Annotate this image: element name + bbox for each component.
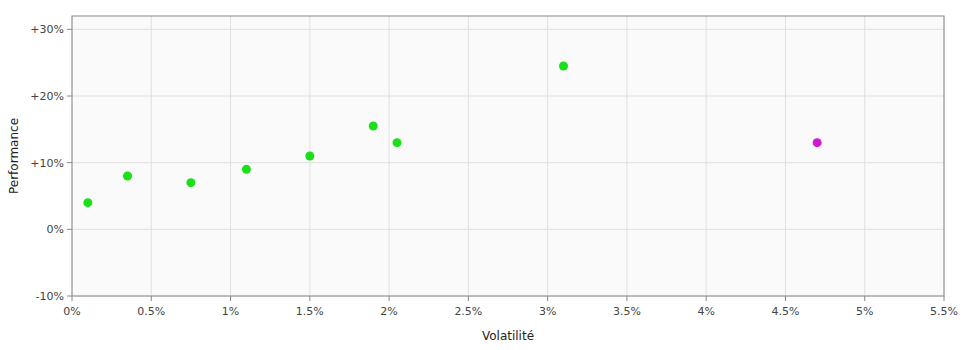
x-tick: [785, 296, 786, 301]
x-tick: [72, 296, 73, 301]
y-grid-line: [72, 162, 944, 163]
scatter-point: [813, 138, 822, 147]
series: [83, 62, 568, 208]
data-points: [83, 62, 821, 208]
x-tick: [151, 296, 152, 301]
y-grid-line: [72, 29, 944, 30]
x-tick: [468, 296, 469, 301]
y-tick: [67, 96, 72, 97]
scatter-point: [559, 62, 568, 71]
x-tick-label: 3%: [539, 305, 556, 318]
x-grid-line: [864, 16, 865, 296]
scatter-point: [123, 172, 132, 181]
x-tick-label: 5.5%: [930, 305, 958, 318]
x-grid-line: [626, 16, 627, 296]
x-grid-line: [468, 16, 469, 296]
series: [813, 138, 822, 147]
x-tick: [547, 296, 548, 301]
scatter-point: [186, 178, 195, 187]
scatter-point: [242, 165, 251, 174]
x-tick: [864, 296, 865, 301]
x-tick-label: 1.5%: [296, 305, 324, 318]
scatter-point: [83, 198, 92, 207]
axes: 0% 0.5% 1% 1.5% 2% 2.5% 3% 3.5% 4% 4.5% 5% 5.5% -10%…: [30, 16, 958, 318]
y-grid-line: [72, 96, 944, 97]
x-tick-label: 1%: [222, 305, 239, 318]
x-grid-line: [785, 16, 786, 296]
x-tick-label: 0.5%: [137, 305, 165, 318]
scatter-point: [393, 138, 402, 147]
plot-frame: [72, 16, 944, 296]
x-tick: [626, 296, 627, 301]
plot-area: [72, 16, 944, 296]
x-tick: [944, 296, 945, 301]
y-tick-label: +30%: [30, 23, 64, 36]
y-tick: [67, 162, 72, 163]
x-tick-label: 2%: [380, 305, 397, 318]
grid: [72, 16, 944, 296]
x-tick-label: 4.5%: [771, 305, 799, 318]
x-tick: [309, 296, 310, 301]
x-tick-label: 5%: [856, 305, 873, 318]
x-tick-label: 0%: [63, 305, 80, 318]
x-grid-line: [151, 16, 152, 296]
x-tick: [230, 296, 231, 301]
x-tick-label: 4%: [697, 305, 714, 318]
x-grid-line: [389, 16, 390, 296]
y-tick-label: +20%: [30, 90, 64, 103]
chart: 0% 0.5% 1% 1.5% 2% 2.5% 3% 3.5% 4% 4.5% 5% 5.5% -10%…: [0, 0, 966, 350]
y-grid-line: [72, 229, 944, 230]
x-tick: [389, 296, 390, 301]
y-tick-label: +10%: [30, 157, 64, 170]
scatter-point: [369, 122, 378, 131]
x-grid-line: [706, 16, 707, 296]
y-tick-label: -10%: [36, 290, 64, 303]
y-tick-label: 0%: [47, 223, 64, 236]
x-tick-label: 2.5%: [454, 305, 482, 318]
scatter-point: [305, 152, 314, 161]
x-tick-label: 3.5%: [613, 305, 641, 318]
x-tick: [706, 296, 707, 301]
y-tick: [67, 229, 72, 230]
x-axis-label: Volatilité: [482, 329, 534, 343]
x-grid-line: [547, 16, 548, 296]
y-tick: [67, 29, 72, 30]
y-tick: [67, 296, 72, 297]
y-axis-label: Performance: [7, 118, 21, 194]
x-grid-line: [230, 16, 231, 296]
